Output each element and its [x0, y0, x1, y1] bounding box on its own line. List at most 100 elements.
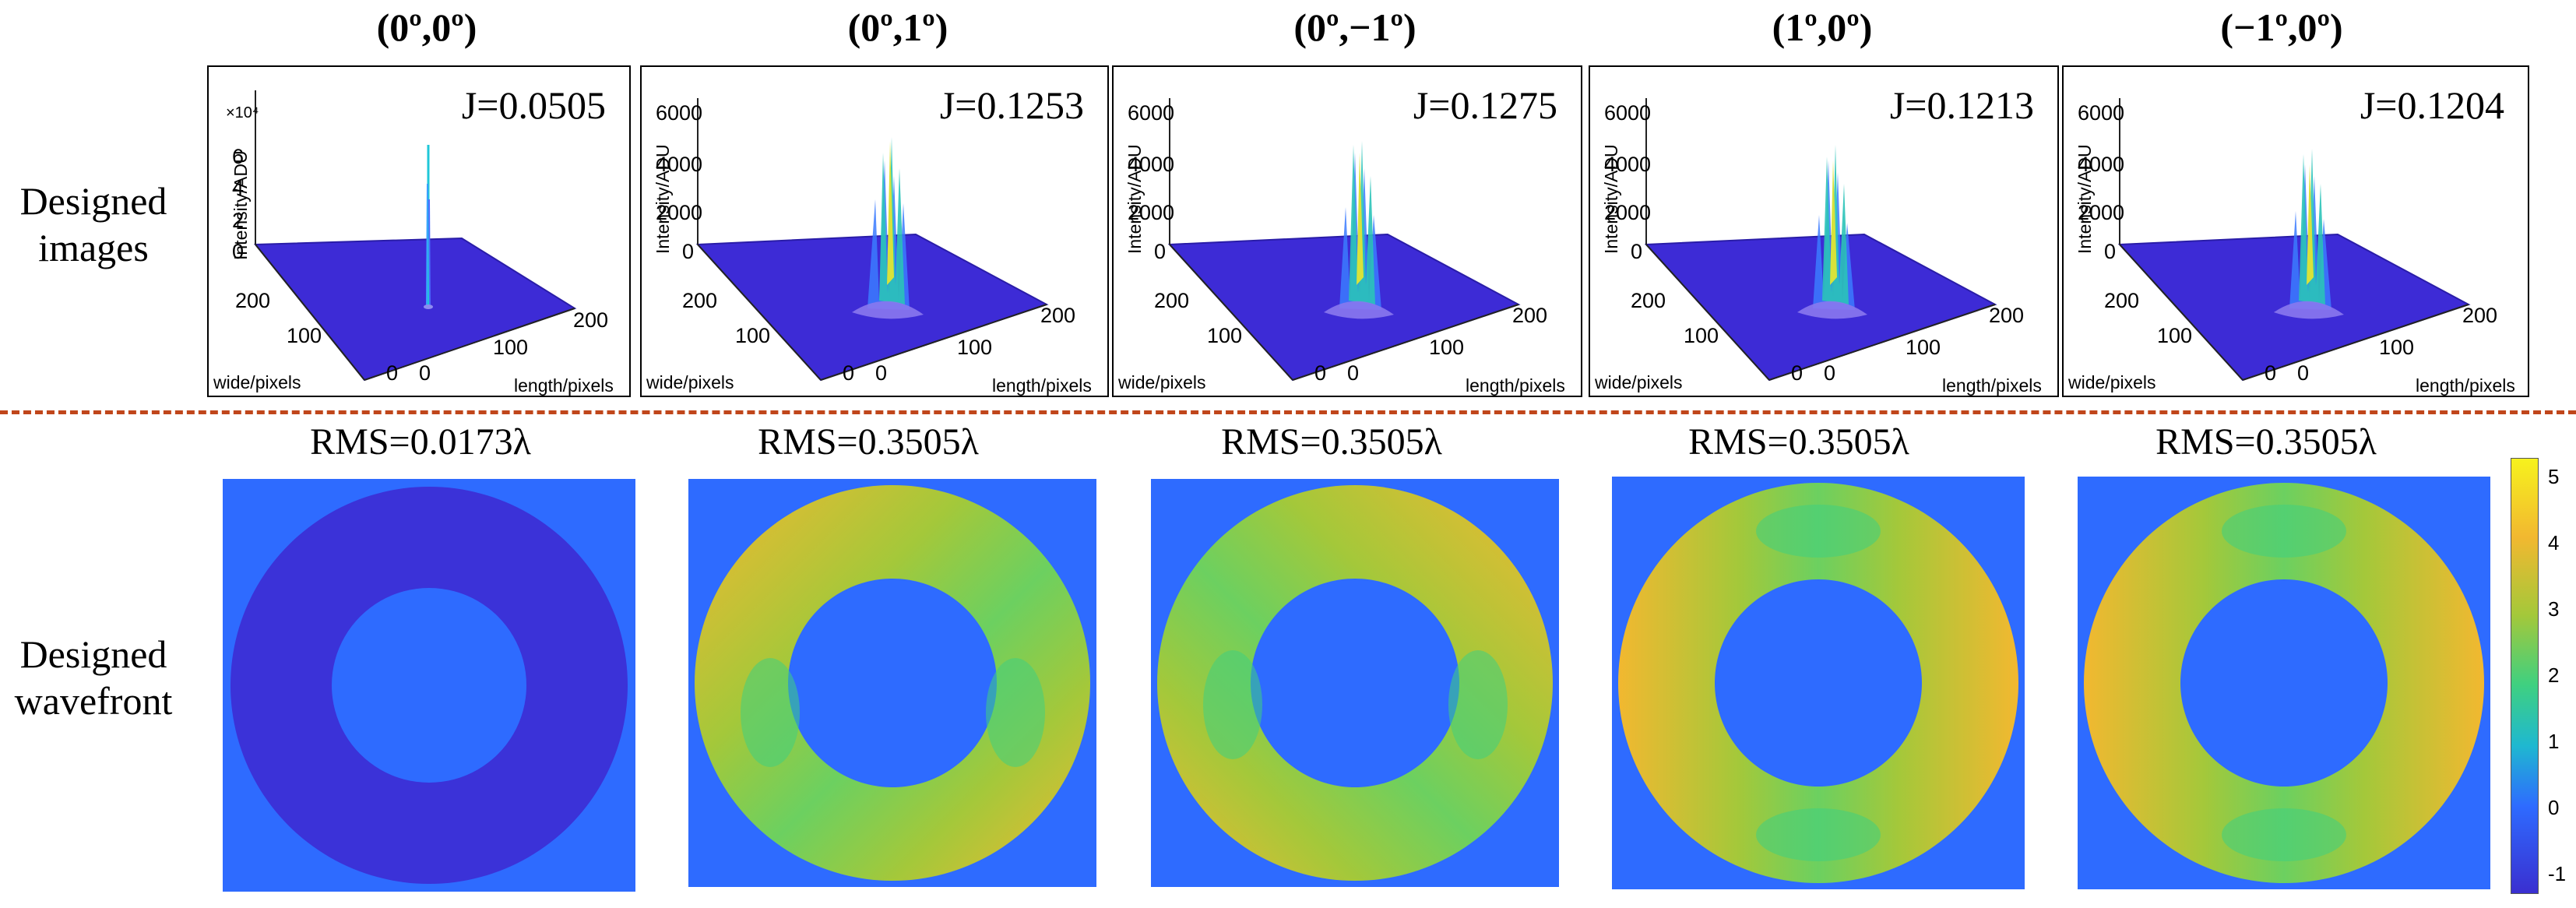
z-axis-label: Intensity/ADU: [2075, 144, 2095, 254]
colorbar-tick: 5: [2548, 465, 2560, 489]
wavefront-cool-region: [1203, 650, 1262, 759]
wavefront-ring: [1618, 483, 2019, 883]
angle-title-3: (0º,−1º): [1293, 5, 1416, 49]
rms-title-1: RMS=0.0173λ: [310, 421, 531, 463]
angle-title-5: (−1º,0º): [2220, 5, 2343, 49]
wide-axis-line: [1169, 244, 1293, 381]
wide-axis-line: [697, 244, 822, 381]
length-axis-line: [1292, 304, 1519, 381]
row-label-designed-wavefront: Designed wavefront: [0, 631, 187, 724]
angle-title-4: (1º,0º): [1772, 5, 1873, 49]
intensity-peak-cluster: [1797, 145, 1867, 319]
colorbar-tick: 0: [2548, 795, 2560, 819]
wide-tick: 0: [843, 361, 855, 385]
wide-tick: 100: [1684, 324, 1719, 347]
z-axis-label: Intensity/ADU: [1601, 144, 1621, 254]
wide-tick: 200: [1631, 289, 1666, 312]
z-tick: 0: [232, 240, 245, 263]
surface-plot-4: 6000 4000 2000 0 Intensity/ADU 200 100 0…: [1589, 65, 2059, 397]
length-tick: 100: [2379, 336, 2415, 359]
intensity-peak-sharp: [424, 145, 433, 309]
length-tick: 200: [1989, 304, 2025, 327]
wavefront-ring: [695, 485, 1091, 881]
length-axis-line: [820, 304, 1047, 381]
intensity-peak-cluster: [1324, 141, 1394, 319]
colorbar-tick: 4: [2548, 531, 2560, 555]
z-axis-label: Intensity/ADU: [231, 150, 251, 260]
z-axis-label: Intensity/ADU: [1124, 144, 1145, 254]
z-tick: 6000: [656, 101, 703, 125]
row-label-images-line2: images: [38, 226, 149, 269]
wide-tick: 100: [735, 324, 771, 347]
z-tick: 6000: [1128, 101, 1175, 125]
j-value: J=0.0505: [461, 83, 606, 127]
intensity-peak-cluster: [2274, 149, 2344, 319]
length-tick: 0: [419, 361, 431, 385]
wavefront-cool-region: [2222, 505, 2346, 558]
wavefront-cool-region: [1448, 650, 1508, 759]
rms-title-2: RMS=0.3505λ: [758, 421, 979, 463]
z-tick: 0: [1154, 240, 1167, 263]
length-axis-label: length/pixels: [1466, 375, 1565, 396]
row-label-wavefront-line1: Designed: [19, 632, 167, 676]
z-tick: 2: [232, 209, 245, 232]
wide-axis-label: wide/pixels: [1118, 372, 1206, 392]
z-tick: 6000: [1604, 101, 1652, 125]
length-axis-label: length/pixels: [2416, 375, 2515, 396]
length-tick: 0: [2297, 361, 2310, 385]
z-tick: 2000: [1128, 201, 1175, 224]
wide-axis-line: [1645, 244, 1770, 381]
wide-tick: 200: [2104, 289, 2140, 312]
wide-tick: 100: [1207, 324, 1243, 347]
wavefront-ring: [1157, 485, 1554, 881]
z-tick: 2000: [656, 201, 703, 224]
colorbar-tick: 1: [2548, 729, 2560, 753]
z-tick: 4000: [656, 153, 703, 176]
wavefront-cool-region: [2222, 808, 2346, 861]
length-tick: 100: [957, 336, 993, 359]
wide-axis-label: wide/pixels: [646, 372, 734, 392]
z-tick: 0: [2104, 240, 2117, 263]
wide-tick: 100: [2157, 324, 2193, 347]
length-axis-label: length/pixels: [514, 375, 614, 396]
rms-title-3: RMS=0.3505λ: [1221, 421, 1442, 463]
wide-tick: 0: [2265, 361, 2277, 385]
surface-plot-5: 6000 4000 2000 0 Intensity/ADU 200 100 0…: [2062, 65, 2529, 397]
intensity-peak-cluster: [852, 137, 924, 319]
surface-plot-3: 6000 4000 2000 0 Intensity/ADU 200 100 0…: [1112, 65, 1582, 397]
wide-axis-label: wide/pixels: [2068, 372, 2156, 392]
length-tick: 0: [1347, 361, 1360, 385]
rms-title-4: RMS=0.3505λ: [1688, 421, 1909, 463]
colorbar-tick: 3: [2548, 597, 2560, 621]
length-tick: 0: [1824, 361, 1836, 385]
z-tick: 0: [682, 240, 695, 263]
length-axis-label: length/pixels: [1942, 375, 2042, 396]
rms-title-5: RMS=0.3505λ: [2155, 421, 2377, 463]
wide-axis-line: [2119, 244, 2243, 381]
length-tick: 100: [1906, 336, 1941, 359]
wavefront-cool-region: [1756, 505, 1881, 558]
wide-axis-label: wide/pixels: [1595, 372, 1683, 392]
surface-plot-4-graphic: [1644, 98, 1997, 382]
length-axis-line: [1768, 304, 1996, 381]
row-label-designed-images: Designed images: [0, 178, 187, 271]
wavefront-map-2: [688, 479, 1096, 887]
colorbar-tick: -1: [2548, 861, 2567, 885]
length-tick: 200: [573, 308, 609, 332]
section-divider: [0, 410, 2576, 414]
length-tick: 0: [875, 361, 888, 385]
angle-title-1: (0º,0º): [376, 5, 477, 49]
length-axis-label: length/pixels: [992, 375, 1092, 396]
colorbar-tick: 2: [2548, 663, 2560, 687]
surface-plot-2: 6000 4000 2000 0 Intensity/ADU 200 100 0…: [640, 65, 1109, 397]
length-tick: 200: [1512, 304, 1548, 327]
exponent-label: ×10⁴: [226, 104, 259, 121]
length-tick: 200: [1040, 304, 1076, 327]
row-label-images-line1: Designed: [19, 179, 167, 223]
wavefront-map-5: [2078, 477, 2490, 889]
z-tick: 2000: [1604, 201, 1652, 224]
wide-tick: 0: [1314, 361, 1327, 385]
wide-tick: 100: [287, 324, 322, 347]
length-axis-line: [2242, 304, 2469, 381]
surface-plot-2-graphic: [695, 98, 1049, 382]
